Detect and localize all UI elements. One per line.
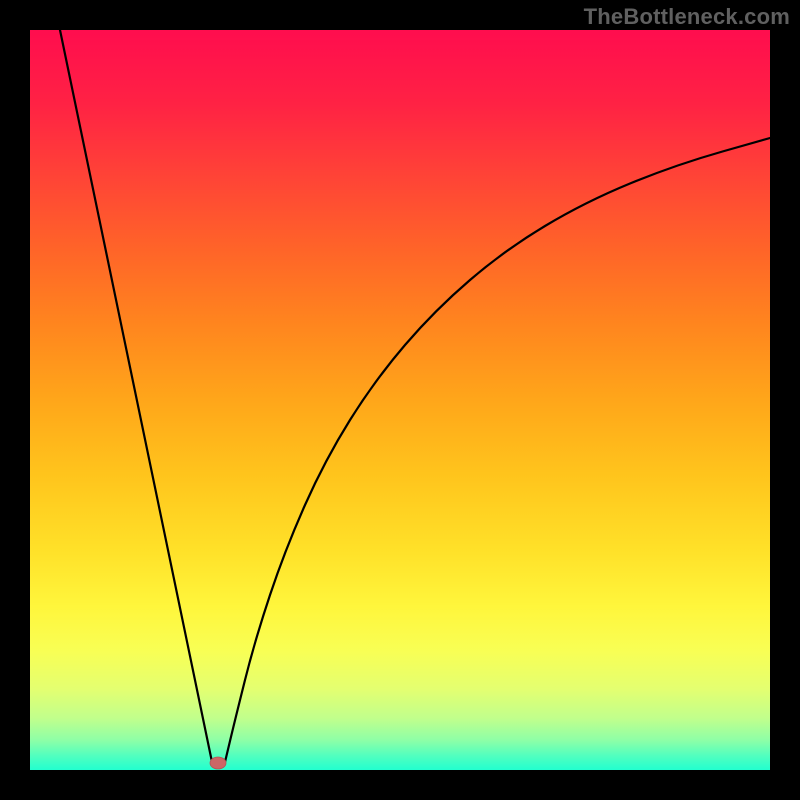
gradient-background — [30, 30, 770, 770]
optimum-marker — [210, 757, 226, 769]
bottleneck-chart-svg — [30, 30, 770, 770]
chart-frame: TheBottleneck.com — [0, 0, 800, 800]
plot-area — [30, 30, 770, 770]
watermark-label: TheBottleneck.com — [584, 4, 790, 30]
